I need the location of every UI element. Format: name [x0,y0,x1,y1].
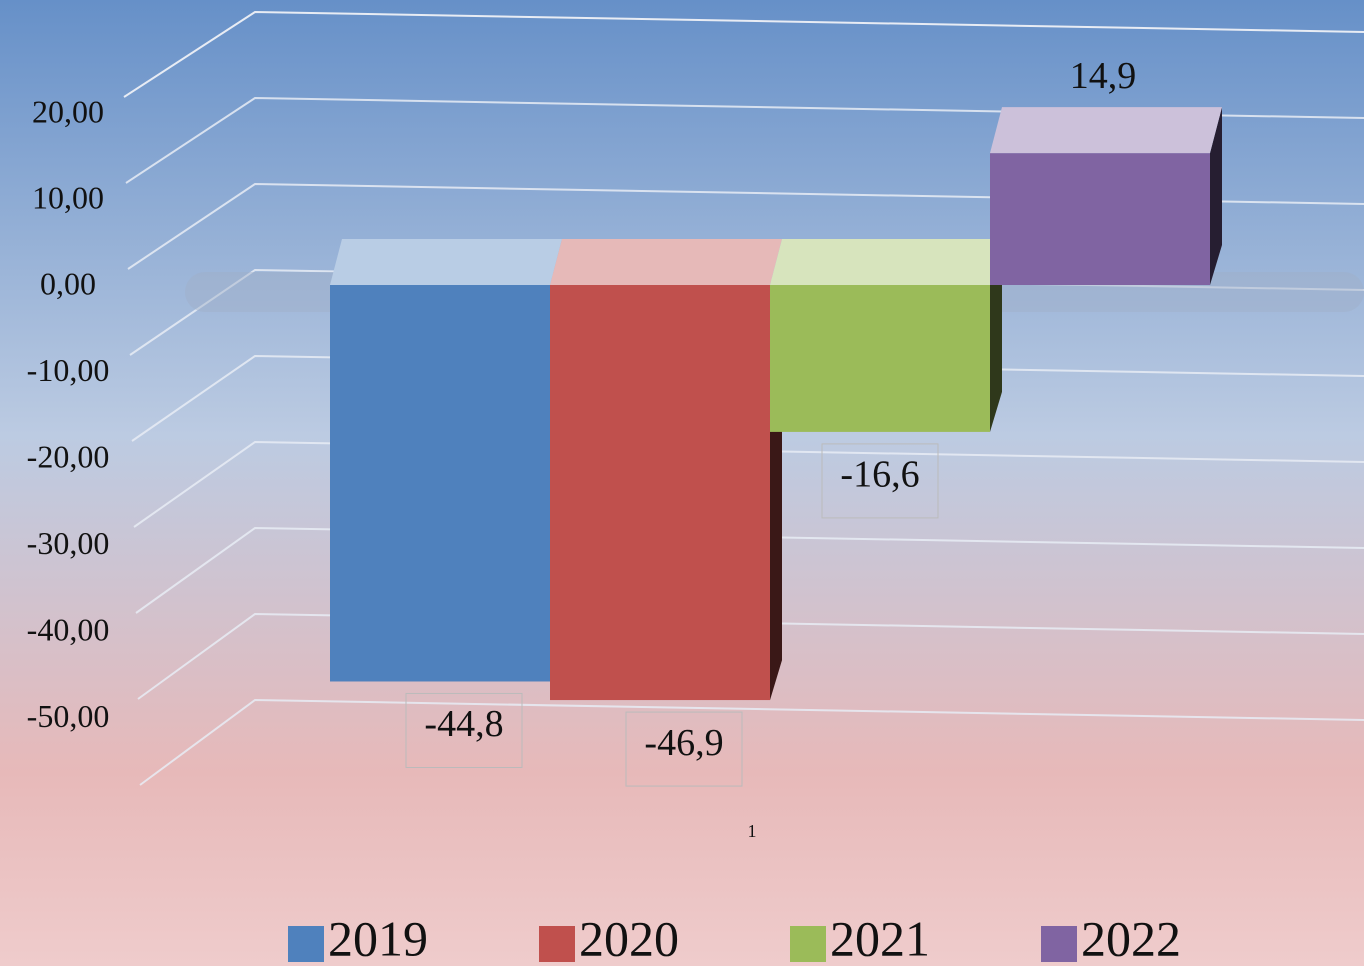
legend-label: 2021 [830,910,930,966]
x-tick-label: 1 [748,821,757,841]
bar [330,285,550,682]
grid-line [139,698,1364,786]
value-label: -16,6 [840,454,919,496]
value-label: -46,9 [644,722,723,764]
bar-side [990,285,1002,432]
y-tick-label: 10,00 [32,179,104,215]
value-label-box [405,692,523,768]
y-tick-label: 20,00 [32,93,104,129]
y-tick-label: -30,00 [27,525,110,561]
bar-top [330,239,562,285]
bar-top [990,107,1222,154]
value-label: -44,8 [424,703,503,745]
value-label-box [625,711,743,787]
grid-line [125,96,1364,184]
bar [770,285,990,432]
bar-top [550,239,782,285]
legend-swatch [790,926,826,962]
y-tick-label: -50,00 [27,698,110,734]
wall-edge [123,10,1364,98]
y-tick-label: -20,00 [27,438,110,474]
legend-label: 2022 [1081,910,1181,966]
grid-line [137,612,1364,700]
bar-top [770,239,1002,285]
legend-label: 2019 [328,910,428,966]
grid-line [135,526,1364,614]
grid-line [133,440,1364,528]
value-label-box [821,443,939,519]
y-tick-label: -10,00 [27,352,110,388]
y-tick-label: -40,00 [27,611,110,647]
legend-swatch [1041,926,1077,962]
bar [990,153,1210,285]
y-tick-label: 0,00 [40,265,96,301]
value-label: 14,9 [1070,55,1137,97]
legend-swatch [288,926,324,962]
legend-label: 2020 [579,910,679,966]
bar [550,285,770,701]
legend-swatch [539,926,575,962]
bar-side [1210,107,1222,285]
